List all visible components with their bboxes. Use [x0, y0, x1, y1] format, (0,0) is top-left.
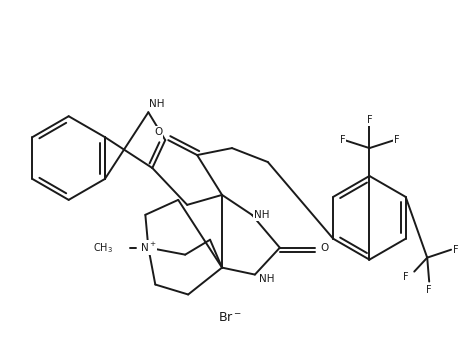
Text: O: O [321, 243, 329, 253]
Text: F: F [394, 135, 399, 145]
Text: CH$_3$: CH$_3$ [92, 241, 113, 254]
Text: NH: NH [149, 99, 164, 109]
Text: F: F [403, 272, 409, 281]
Text: N$^+$: N$^+$ [140, 241, 157, 254]
Text: F: F [426, 285, 432, 294]
Text: O: O [154, 127, 163, 137]
Text: F: F [453, 245, 459, 255]
Text: NH: NH [254, 210, 270, 220]
Text: F: F [340, 135, 346, 145]
Text: Br$^-$: Br$^-$ [218, 311, 242, 324]
Text: NH: NH [259, 274, 274, 284]
Text: F: F [367, 115, 372, 125]
